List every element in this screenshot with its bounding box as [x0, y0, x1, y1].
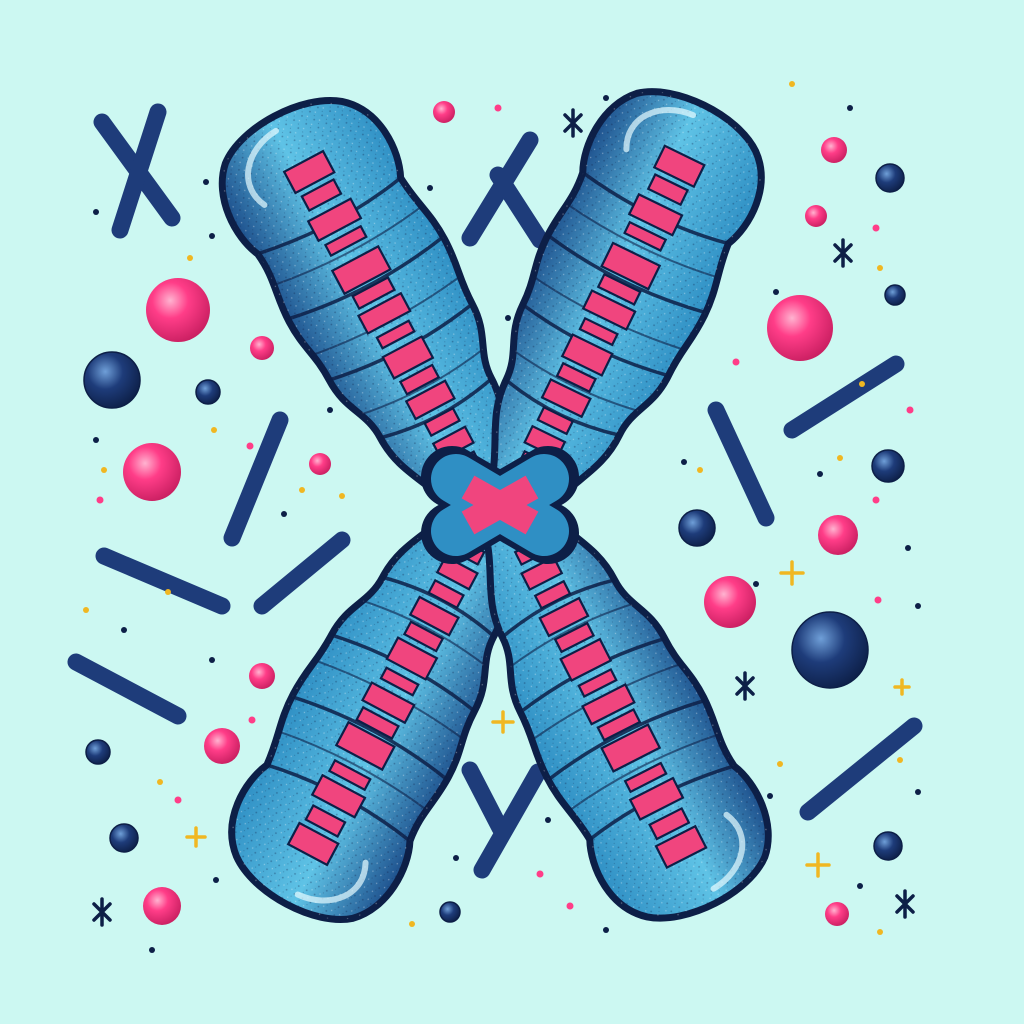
speck [777, 761, 783, 767]
speck [203, 179, 209, 185]
speck [165, 589, 171, 595]
speck [149, 947, 155, 953]
speck [211, 427, 217, 433]
chromosome [197, 67, 792, 945]
speck [915, 603, 921, 609]
speck [101, 467, 107, 473]
speck [248, 716, 256, 724]
speck [536, 870, 544, 878]
speck [121, 627, 127, 633]
speck [767, 793, 773, 799]
speck [906, 406, 914, 414]
speck [872, 496, 880, 504]
speck [505, 315, 511, 321]
speck [732, 358, 740, 366]
background-rods [67, 103, 923, 879]
speck [874, 596, 882, 604]
speck [339, 493, 345, 499]
speck [877, 265, 883, 271]
navy-particles [83, 163, 906, 923]
speck [753, 581, 759, 587]
sparkle-marks [92, 108, 915, 927]
speck [409, 921, 415, 927]
pink-particles [123, 101, 858, 926]
speck [93, 437, 99, 443]
speck [213, 877, 219, 883]
speck [93, 209, 99, 215]
speck [566, 902, 574, 910]
speck [681, 459, 687, 465]
speck [603, 95, 609, 101]
speck [857, 883, 863, 889]
speck [327, 407, 333, 413]
centromere [421, 446, 579, 564]
speck [603, 927, 609, 933]
speck [281, 511, 287, 517]
speck [545, 817, 551, 823]
speck [246, 442, 254, 450]
speck [83, 607, 89, 613]
speck [847, 105, 853, 111]
speck [209, 233, 215, 239]
speck [494, 104, 502, 112]
speck [157, 779, 163, 785]
speck [872, 224, 880, 232]
speck [697, 467, 703, 473]
speck [209, 657, 215, 663]
speck [905, 545, 911, 551]
speck [299, 487, 305, 493]
speck [897, 757, 903, 763]
speck [96, 496, 104, 504]
speck [837, 455, 843, 461]
small-specks [83, 81, 921, 953]
speck [453, 855, 459, 861]
speck [915, 789, 921, 795]
speck [773, 289, 779, 295]
speck [427, 185, 433, 191]
speck [187, 255, 193, 261]
speck [877, 929, 883, 935]
speck [789, 81, 795, 87]
speck [817, 471, 823, 477]
speck [859, 381, 865, 387]
speck [174, 796, 182, 804]
